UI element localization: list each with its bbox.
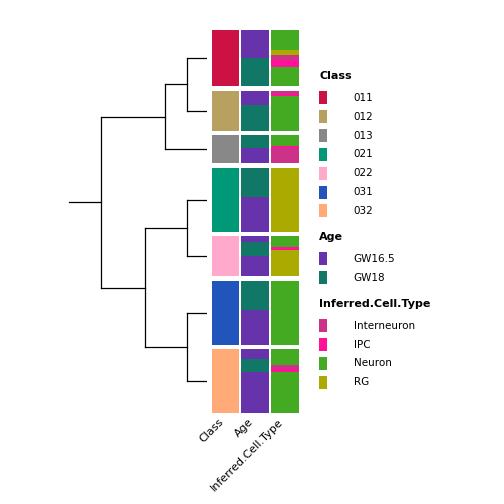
Bar <box>271 67 299 86</box>
Bar <box>271 96 299 131</box>
Bar <box>319 91 327 104</box>
Bar <box>241 281 269 309</box>
Bar <box>241 359 269 372</box>
Bar <box>241 309 269 345</box>
Bar <box>271 135 299 147</box>
Bar <box>241 372 269 413</box>
Bar <box>271 50 299 55</box>
Bar <box>241 242 269 257</box>
Bar <box>319 253 327 266</box>
Bar <box>319 357 327 370</box>
Text: 021: 021 <box>354 149 373 159</box>
Text: Inferred.Cell.Type: Inferred.Cell.Type <box>209 417 285 493</box>
Text: 031: 031 <box>354 187 373 197</box>
Bar <box>241 135 269 148</box>
Bar <box>212 135 239 163</box>
Text: Neuron: Neuron <box>354 358 392 368</box>
Text: 011: 011 <box>354 93 373 103</box>
Bar <box>241 30 269 58</box>
Bar <box>241 105 269 131</box>
Text: 022: 022 <box>354 168 373 178</box>
Bar <box>271 55 299 60</box>
Bar <box>241 168 269 197</box>
Text: GW16.5: GW16.5 <box>354 254 396 264</box>
Text: IPC: IPC <box>354 340 370 350</box>
Bar <box>241 257 269 276</box>
Text: Inferred.Cell.Type: Inferred.Cell.Type <box>319 299 430 308</box>
Bar <box>241 197 269 232</box>
Bar <box>319 271 327 284</box>
Bar <box>212 281 239 345</box>
Bar <box>271 236 299 247</box>
Text: Class: Class <box>198 417 226 445</box>
Bar <box>271 365 299 368</box>
Bar <box>319 110 327 123</box>
Bar <box>271 281 299 345</box>
Bar <box>212 91 239 131</box>
Bar <box>319 148 327 161</box>
Bar <box>271 168 299 232</box>
Bar <box>241 91 269 105</box>
Bar <box>271 94 299 96</box>
Text: Interneuron: Interneuron <box>354 321 415 331</box>
Bar <box>271 147 299 148</box>
Bar <box>271 349 299 365</box>
Text: 032: 032 <box>354 206 373 216</box>
Text: 013: 013 <box>354 131 373 141</box>
Text: Age: Age <box>319 232 343 242</box>
Text: Age: Age <box>233 417 255 439</box>
Bar <box>271 91 299 94</box>
Bar <box>212 349 239 413</box>
Bar <box>319 129 327 142</box>
Bar <box>241 236 269 242</box>
Bar <box>319 376 327 389</box>
Bar <box>319 185 327 199</box>
Text: Class: Class <box>319 71 352 81</box>
Bar <box>212 168 239 232</box>
Bar <box>319 167 327 180</box>
Bar <box>271 30 299 50</box>
Bar <box>271 372 299 413</box>
Bar <box>241 58 269 86</box>
Bar <box>319 205 327 217</box>
Text: 012: 012 <box>354 112 373 121</box>
Bar <box>271 247 299 250</box>
Text: GW18: GW18 <box>354 273 386 283</box>
Text: RG: RG <box>354 377 369 387</box>
Bar <box>212 236 239 276</box>
Bar <box>212 30 239 86</box>
Bar <box>271 368 299 372</box>
Bar <box>319 338 327 351</box>
Bar <box>319 319 327 332</box>
Bar <box>271 148 299 163</box>
Bar <box>271 250 299 276</box>
Bar <box>271 60 299 67</box>
Bar <box>241 349 269 359</box>
Bar <box>241 148 269 163</box>
